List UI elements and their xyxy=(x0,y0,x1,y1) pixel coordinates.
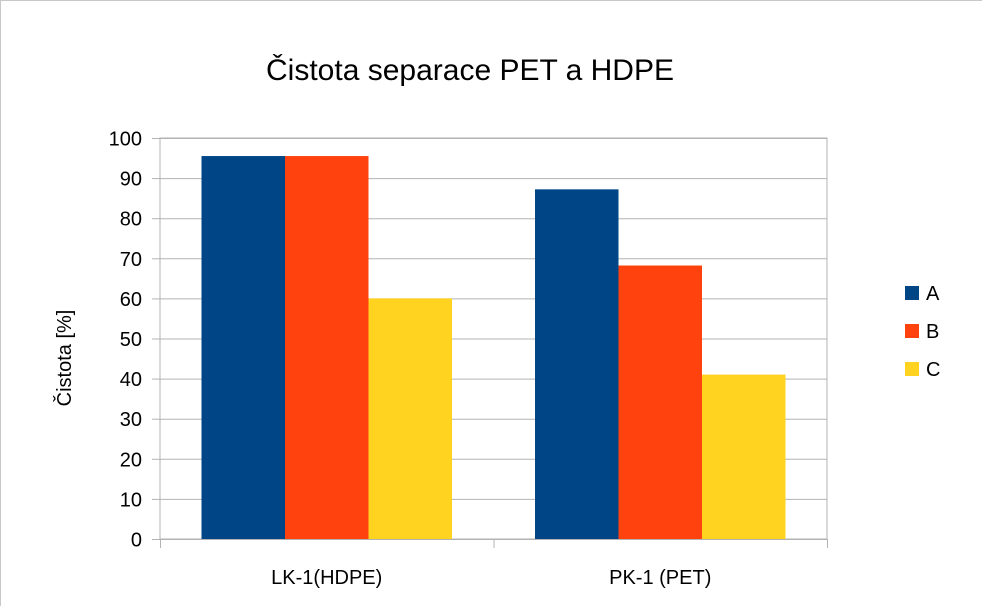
y-tick-label: 0 xyxy=(131,530,142,552)
bar-b-2 xyxy=(618,265,702,539)
y-axis-label: Čistota [%] xyxy=(53,310,76,407)
legend-swatch-a xyxy=(905,286,919,300)
bar-a-1 xyxy=(201,156,285,540)
y-tick-label: 20 xyxy=(120,449,142,471)
y-tick-label: 80 xyxy=(120,209,142,231)
y-tick-label: 70 xyxy=(120,249,142,271)
bar-c-1 xyxy=(368,298,452,539)
x-tick-label: PK-1 (PET) xyxy=(609,567,711,589)
y-tick-label: 10 xyxy=(120,489,142,511)
legend-label-a: A xyxy=(926,283,940,305)
chart-title: Čistota separace PET a HDPE xyxy=(266,53,674,87)
legend-label-b: B xyxy=(926,321,939,343)
legend-swatch-b xyxy=(905,324,919,338)
bar-b-1 xyxy=(285,156,369,540)
y-tick-label: 40 xyxy=(120,369,142,391)
plot-area: 0 10 20 30 40 50 60 70 80 90 100 LK-1(HDPE) PK-1 (PE… xyxy=(109,129,828,589)
y-tick-label: 90 xyxy=(120,169,142,191)
legend: ABC xyxy=(905,283,940,381)
bar-c-2 xyxy=(702,374,786,539)
y-tick-label: 30 xyxy=(120,409,142,431)
y-tick-label: 100 xyxy=(109,129,142,151)
y-tick-label: 50 xyxy=(120,329,142,351)
legend-label-c: C xyxy=(926,359,940,381)
y-tick-label: 60 xyxy=(120,289,142,311)
x-tick-label: LK-1(HDPE) xyxy=(271,567,382,589)
bar-a-2 xyxy=(535,189,619,539)
legend-swatch-c xyxy=(905,362,919,376)
